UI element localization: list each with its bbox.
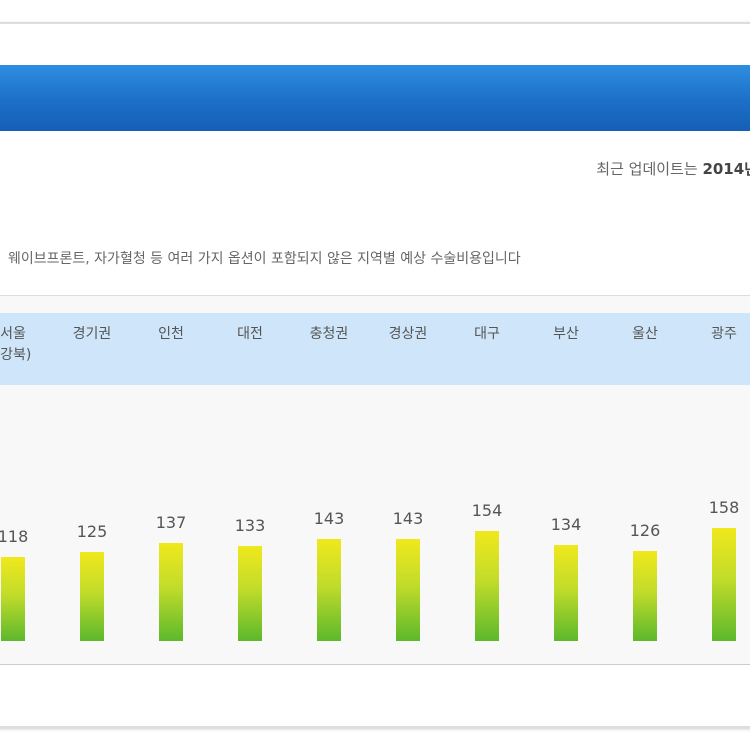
category-label: 경기권 <box>72 326 112 342</box>
bar <box>159 543 183 641</box>
value-label: 134 <box>550 515 582 535</box>
value-label: 125 <box>76 521 108 541</box>
category-label: 광주 <box>711 326 737 342</box>
bar <box>238 545 262 641</box>
value-label: 154 <box>471 500 503 520</box>
category-label: 충청권 <box>309 326 349 342</box>
bar <box>1 556 25 641</box>
update-prefix: 최근 업데이트는 <box>596 160 698 178</box>
frame <box>0 22 750 728</box>
bar <box>554 545 578 641</box>
notice: 웨이브프론트, 자가혈청 등 여러 가지 옵션이 포함되지 않은 지역별 예상 … <box>8 251 521 267</box>
value-label: 126 <box>629 520 661 540</box>
header-band <box>0 65 750 131</box>
bar <box>712 528 736 641</box>
category-label: 부산 <box>553 326 579 342</box>
bar <box>80 551 104 641</box>
value-label: 143 <box>313 508 345 528</box>
update-info: 최근 업데이트는 2014년 <box>596 158 750 179</box>
bar <box>396 538 420 641</box>
bar <box>475 530 499 641</box>
value-label: 137 <box>155 513 187 533</box>
value-label: 158 <box>708 498 740 518</box>
value-label: 143 <box>392 508 424 528</box>
category-label: 서울 (강북) <box>0 326 32 363</box>
category-label: 대전 <box>237 326 263 342</box>
bar <box>317 538 341 641</box>
category-label: 울산 <box>632 326 658 342</box>
category-row <box>0 313 750 385</box>
category-label: 대구 <box>474 326 500 342</box>
value-label: 133 <box>234 515 266 535</box>
category-label: 경상권 <box>388 326 428 342</box>
update-date: 2014년 <box>702 160 750 178</box>
bar <box>633 550 657 641</box>
category-label: 인천 <box>158 326 184 342</box>
value-label: 118 <box>0 526 29 546</box>
